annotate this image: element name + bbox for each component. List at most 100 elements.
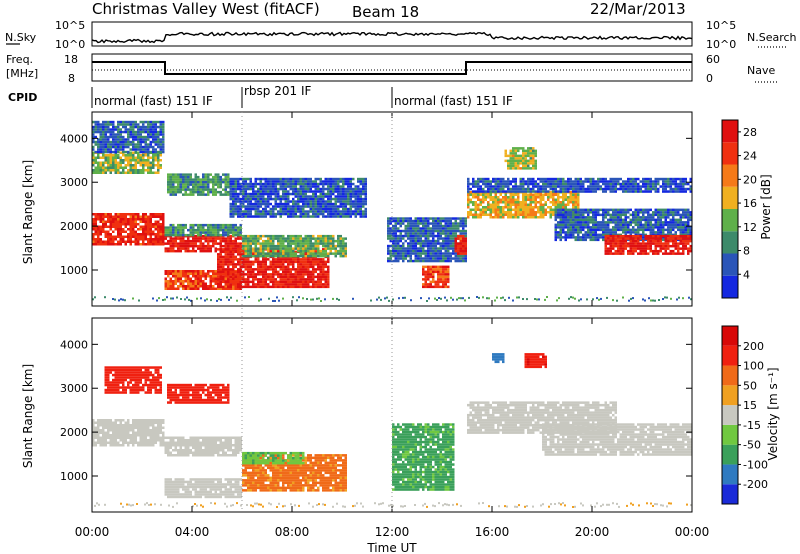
data-cell <box>262 207 265 211</box>
data-cell <box>117 161 120 164</box>
data-cell <box>287 180 290 183</box>
data-cell <box>302 210 305 213</box>
data-cell <box>297 234 300 238</box>
data-cell <box>234 233 237 237</box>
data-cell <box>319 200 322 203</box>
data-cell <box>197 233 200 237</box>
data-cell <box>579 238 582 242</box>
data-cell <box>467 211 470 214</box>
data-cell <box>297 283 300 286</box>
data-cell <box>552 208 555 211</box>
data-cell <box>329 239 332 243</box>
data-cell <box>272 210 275 213</box>
data-cell <box>364 187 367 191</box>
data-cell <box>272 177 275 181</box>
data-cell <box>119 156 122 159</box>
data-cell <box>309 270 312 274</box>
data-cell <box>187 183 190 186</box>
data-cell <box>277 270 280 274</box>
data-cell <box>269 180 272 183</box>
data-cell <box>122 169 125 172</box>
data-cell <box>252 195 255 198</box>
data-cell <box>257 239 260 243</box>
data-cell <box>564 196 567 199</box>
data-cell <box>392 217 395 220</box>
data-cell <box>284 237 287 240</box>
data-cell <box>157 169 160 172</box>
data-cell <box>447 232 450 235</box>
data-cell <box>564 231 567 234</box>
data-cell <box>314 195 317 198</box>
data-cell <box>294 215 297 218</box>
data-cell <box>507 206 510 209</box>
data-cell <box>182 173 185 176</box>
data-cell <box>282 239 285 243</box>
data-cell <box>169 228 172 232</box>
data-cell <box>577 216 580 219</box>
data-cell <box>199 275 202 278</box>
data-cell <box>339 234 342 238</box>
data-cell <box>332 247 335 250</box>
data-cell <box>442 285 445 289</box>
data-cell <box>217 278 220 281</box>
data-cell <box>117 125 120 129</box>
data-cell <box>439 229 442 233</box>
data-cell <box>194 242 197 245</box>
data-cell <box>639 228 642 232</box>
data-cell <box>569 196 572 199</box>
data-cell <box>457 224 460 228</box>
data-cell <box>104 123 107 126</box>
data-cell <box>259 187 262 191</box>
data-cell <box>237 187 240 191</box>
nsky-strip-frame <box>91 21 693 47</box>
data-cell <box>329 237 332 240</box>
data-cell <box>244 190 247 193</box>
data-cell <box>99 225 102 228</box>
data-cell <box>242 285 245 289</box>
data-cell <box>577 231 580 234</box>
data-cell <box>447 242 450 245</box>
data-cell <box>122 138 125 141</box>
data-cell <box>324 252 327 255</box>
data-cell <box>437 278 440 281</box>
data-cell <box>352 200 355 203</box>
data-cell <box>549 216 552 219</box>
data-cell <box>407 217 410 220</box>
data-cell <box>129 233 132 236</box>
data-cell <box>464 247 467 250</box>
data-cell <box>242 210 245 213</box>
data-cell <box>559 231 562 234</box>
data-cell <box>119 243 122 246</box>
data-cell <box>519 147 522 150</box>
data-cell <box>592 211 595 214</box>
data-cell <box>602 238 605 242</box>
data-cell <box>279 258 282 261</box>
data-cell <box>177 223 180 227</box>
data-cell <box>607 226 610 229</box>
data-cell <box>232 185 235 188</box>
data-cell <box>92 159 95 162</box>
data-cell <box>169 188 172 191</box>
data-cell <box>279 212 282 216</box>
data-cell <box>247 247 250 250</box>
data-cell <box>152 156 155 159</box>
data-cell <box>437 229 440 233</box>
data-cell <box>242 270 245 274</box>
data-cell <box>282 207 285 211</box>
data-cell <box>132 220 135 223</box>
data-cell <box>327 285 330 289</box>
data-cell <box>517 198 520 201</box>
data-cell <box>364 212 367 216</box>
data-cell <box>632 226 635 229</box>
data-cell <box>537 196 540 199</box>
data-cell <box>434 259 437 263</box>
data-cell <box>107 130 110 134</box>
data-cell <box>322 197 325 201</box>
data-cell <box>534 152 537 155</box>
data-cell <box>419 227 422 230</box>
data-cell <box>314 283 317 286</box>
data-cell <box>254 268 257 271</box>
data-cell <box>524 152 527 155</box>
data-cell <box>214 178 217 181</box>
data-cell <box>597 223 600 227</box>
